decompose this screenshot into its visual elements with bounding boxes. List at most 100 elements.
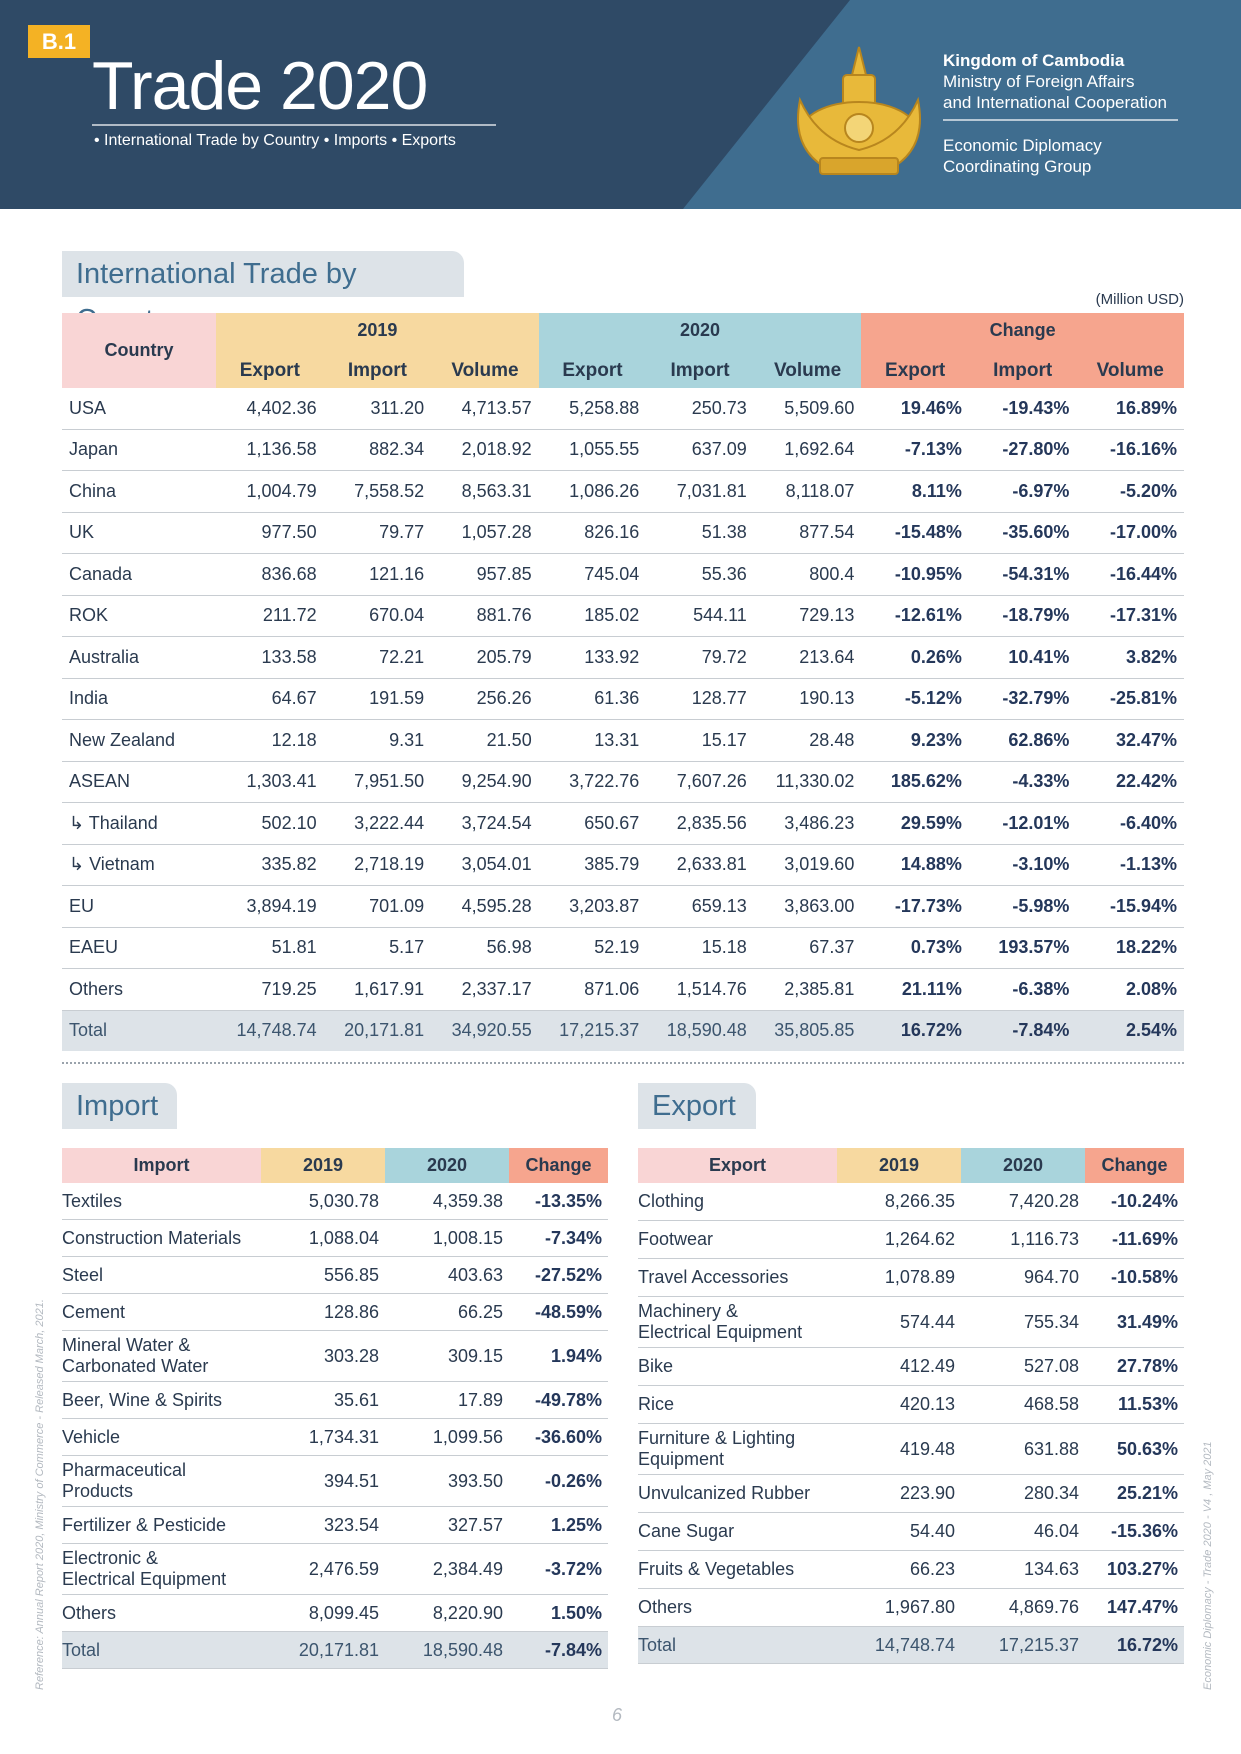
cell: -35.60%: [968, 512, 1077, 554]
cell: 51.81: [216, 927, 324, 969]
cell: 4,359.38: [385, 1183, 509, 1220]
cell: 1,055.55: [538, 429, 647, 471]
cell: 211.72: [216, 595, 324, 637]
cell: Pharmaceutical Products: [62, 1455, 261, 1507]
cell: 18.22%: [1076, 927, 1184, 969]
cell: -16.44%: [1076, 553, 1184, 596]
cell: 394.51: [261, 1455, 385, 1507]
unit-note: (Million USD): [1095, 291, 1184, 308]
data-row: Vehicle 1,734.31 1,099.56 -36.60%: [62, 1418, 608, 1456]
data-row: Steel 556.85 403.63 -27.52%: [62, 1256, 608, 1294]
cell: 1,303.41: [216, 761, 324, 803]
cell: 8.11%: [861, 470, 969, 513]
cell: 1,008.15: [385, 1219, 509, 1257]
cell: 16.89%: [1076, 388, 1184, 430]
cell: 8,266.35: [837, 1183, 961, 1221]
cell: -27.52%: [509, 1256, 608, 1294]
page-title: Trade 2020: [92, 48, 428, 124]
cell: 393.50: [385, 1455, 509, 1507]
cell: 21.50: [431, 719, 539, 762]
cell: 4,869.76: [961, 1588, 1085, 1627]
cell: -6.40%: [1076, 802, 1184, 845]
cell: 72.21: [323, 636, 432, 679]
cell: -11.69%: [1085, 1220, 1184, 1259]
cell: ROK: [62, 595, 217, 637]
cell: 419.48: [837, 1423, 961, 1475]
group-header-row: Country 2019 2020 Change: [62, 313, 1184, 388]
header-cell: 2019: [216, 313, 539, 347]
cell: 3,724.54: [431, 802, 539, 845]
cell: -17.73%: [861, 885, 969, 928]
cell: 213.64: [753, 636, 862, 679]
data-row: Others 1,967.80 4,869.76 147.47%: [638, 1588, 1184, 1627]
cell: Total: [62, 1010, 217, 1051]
page-subtitle: • International Trade by Country • Impor…: [94, 132, 456, 149]
data-row: Cane Sugar 54.40 46.04 -15.36%: [638, 1512, 1184, 1551]
data-row: Unvulcanized Rubber 223.90 280.34 25.21%: [638, 1474, 1184, 1513]
cell: 31.49%: [1085, 1296, 1184, 1348]
cell: 4,595.28: [431, 885, 539, 928]
cell: 1,116.73: [961, 1220, 1085, 1259]
header-cell: Import: [323, 347, 432, 388]
data-row: Others 8,099.45 8,220.90 1.50%: [62, 1594, 608, 1632]
data-row: Travel Accessories 1,078.89 964.70 -10.58%: [638, 1258, 1184, 1297]
cell: -18.79%: [968, 595, 1077, 637]
cell: -7.34%: [509, 1219, 608, 1257]
cell: 420.13: [837, 1385, 961, 1424]
cell: 3.82%: [1076, 636, 1184, 679]
cell: -16.16%: [1076, 429, 1184, 471]
cell: 882.34: [323, 429, 432, 471]
cell: 964.70: [961, 1258, 1085, 1297]
cell: 3,486.23: [753, 802, 862, 845]
cell: ASEAN: [62, 761, 217, 803]
cell: 2,835.56: [646, 802, 754, 845]
section-badge: B.1: [28, 25, 90, 58]
cell: 79.77: [323, 512, 432, 554]
cell: -27.80%: [968, 429, 1077, 471]
cell: 193.57%: [968, 927, 1077, 969]
cell: 9.23%: [861, 719, 969, 762]
cell: 3,203.87: [538, 885, 647, 928]
cell: 17,215.37: [961, 1626, 1085, 1664]
reference-note: Reference: Annual Report 2020, Ministry …: [34, 1299, 46, 1690]
data-row: Cement 128.86 66.25 -48.59%: [62, 1293, 608, 1331]
cell: 35,805.85: [753, 1010, 862, 1051]
cell: -4.33%: [968, 761, 1077, 803]
cell: 14,748.74: [216, 1010, 324, 1051]
cell: 66.23: [837, 1550, 961, 1589]
cell: 66.25: [385, 1293, 509, 1331]
cell: 631.88: [961, 1423, 1085, 1475]
total-row: Total 14,748.74 20,171.81 34,920.55 17,215.3…: [62, 1010, 1184, 1051]
cell: Vehicle: [62, 1418, 261, 1456]
cell: 55.36: [646, 553, 754, 596]
cell: 5,030.78: [261, 1183, 385, 1220]
cell: 22.42%: [1076, 761, 1184, 803]
cell: -0.26%: [509, 1455, 608, 1507]
cell: 205.79: [431, 636, 539, 679]
cell: USA: [62, 388, 217, 430]
cell: 2,337.17: [431, 968, 539, 1011]
cell: 311.20: [323, 388, 432, 430]
cell: 977.50: [216, 512, 324, 554]
header-cell: 2019: [837, 1148, 961, 1183]
cell: 20,171.81: [261, 1631, 385, 1669]
cell: 745.04: [538, 553, 647, 596]
header-cell: Export: [861, 347, 969, 388]
cell: -12.01%: [968, 802, 1077, 845]
data-row: ↳ Thailand 502.10 3,222.44 3,724.54 650.67 2,…: [62, 802, 1184, 845]
cell: 3,722.76: [538, 761, 647, 803]
data-row: Fruits & Vegetables 66.23 134.63 103.27%: [638, 1550, 1184, 1589]
cell: 11.53%: [1085, 1385, 1184, 1424]
cell: 1,136.58: [216, 429, 324, 471]
cell: 1,514.76: [646, 968, 754, 1011]
header-cell: Volume: [1076, 347, 1184, 388]
cell: 21.11%: [861, 968, 969, 1011]
cell: 877.54: [753, 512, 862, 554]
cell: 701.09: [323, 885, 432, 928]
header-cell: Change: [509, 1148, 608, 1183]
cell: -7.84%: [968, 1010, 1077, 1051]
divider: [62, 1062, 1184, 1064]
cell: 133.92: [538, 636, 647, 679]
cell: Others: [62, 1594, 261, 1632]
